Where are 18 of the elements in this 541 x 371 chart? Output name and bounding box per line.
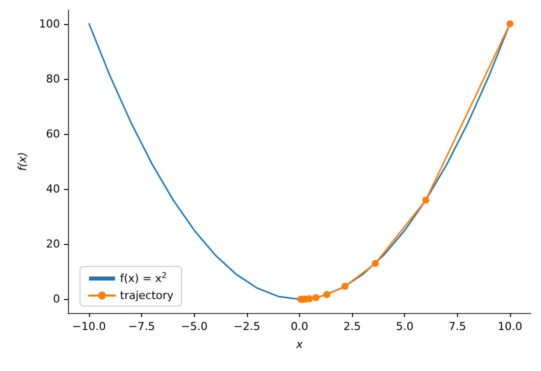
x-tick-label: −5.0 — [180, 320, 208, 333]
x-tick-label: −2.5 — [234, 320, 260, 333]
x-tick-label: 2.5 — [343, 320, 361, 333]
x-tick-label: 7.5 — [448, 320, 466, 333]
legend-label: trajectory — [120, 289, 174, 302]
y-tick-label: 80 — [46, 72, 60, 86]
x-tick-label: 5.0 — [396, 320, 414, 333]
y-tick-label: 100 — [39, 17, 60, 30]
x-axis-title: x — [295, 338, 304, 351]
y-tick-label: 40 — [46, 182, 60, 196]
y-tick-label: 0 — [53, 292, 60, 306]
x-tick-label: 10.0 — [498, 320, 522, 333]
y-axis-title: f(x) — [16, 152, 30, 171]
y-tick-label: 20 — [46, 238, 60, 251]
x-tick-label: 0.0 — [290, 320, 308, 333]
x-tick-label: −10.0 — [72, 320, 106, 333]
x-tick-label: −7.5 — [128, 320, 156, 333]
y-tick-label: 60 — [46, 127, 60, 140]
